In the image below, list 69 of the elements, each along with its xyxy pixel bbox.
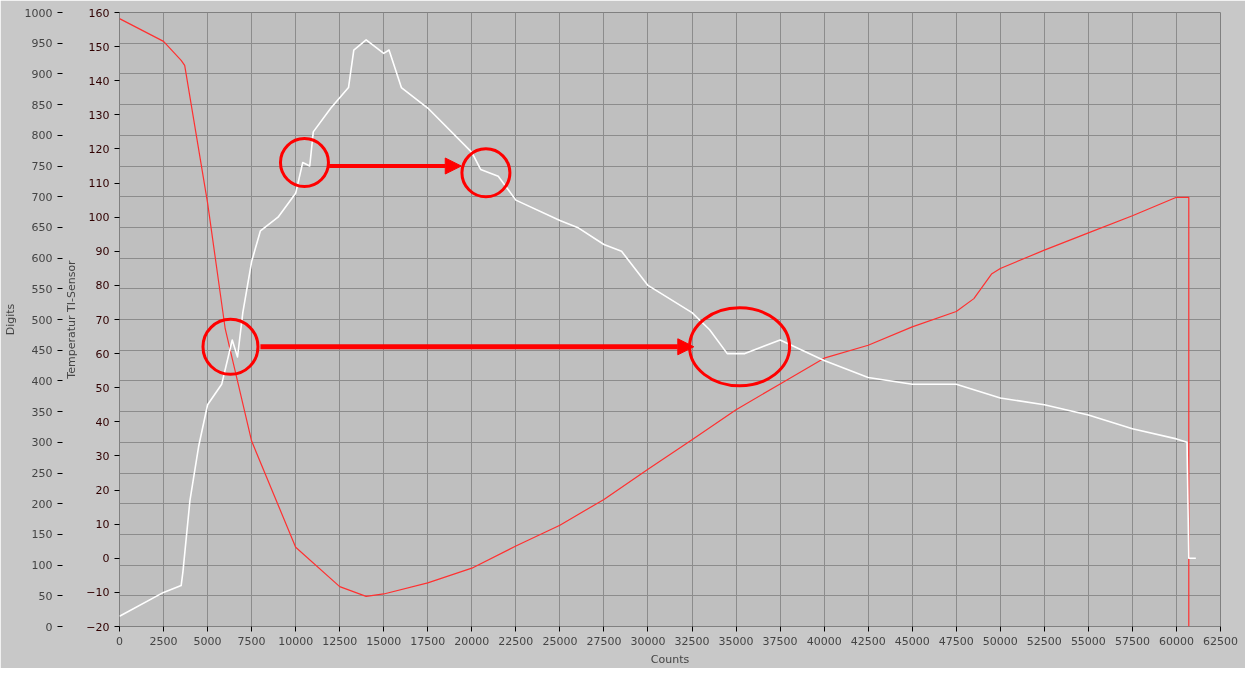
- x-tick-label: 30000: [630, 634, 666, 648]
- y2-tick-label: 110: [88, 177, 110, 191]
- y-tick-label: 750: [31, 160, 53, 173]
- y2-tick-label: −10: [86, 586, 110, 600]
- x-tick-label: 27500: [586, 634, 622, 648]
- y2-tick-label: 10: [95, 518, 110, 532]
- x-tick-label: 22500: [498, 634, 534, 648]
- y-axis-title: Digits: [3, 303, 17, 336]
- y-tick-label: 600: [31, 252, 53, 266]
- y-tick-label: 700: [31, 190, 53, 204]
- x-tick-label: 20000: [454, 634, 490, 648]
- y-tick-label: 650: [31, 221, 53, 235]
- y-tick-label: 400: [31, 374, 53, 388]
- y2-tick-label: 160: [88, 6, 110, 20]
- y2-tick-label: 140: [88, 74, 110, 88]
- y2-axis-title: Temperatur TI-Sensor: [65, 259, 79, 380]
- y-tick-label: 450: [31, 344, 53, 358]
- x-tick-label: 12500: [322, 634, 358, 648]
- x-tick-label: 47500: [938, 634, 974, 648]
- x-tick-label: 0: [116, 634, 123, 648]
- y2-tick-label: 120: [88, 142, 110, 156]
- x-tick-label: 62500: [1203, 634, 1238, 648]
- x-tick-label: 50000: [982, 634, 1018, 648]
- x-tick-label: 55000: [1070, 634, 1106, 648]
- y-tick-label: 200: [31, 497, 53, 511]
- y-tick-label: 250: [31, 467, 53, 480]
- y2-tick-label: −20: [86, 620, 110, 634]
- y2-tick-label: 20: [95, 484, 110, 498]
- x-tick-label: 10000: [278, 634, 314, 648]
- y2-tick-label: 100: [88, 211, 110, 225]
- y-tick-label: 500: [31, 313, 53, 327]
- x-tick-label: 35000: [718, 634, 754, 648]
- x-tick-label: 32500: [674, 634, 710, 648]
- y-tick-label: 150: [31, 528, 53, 542]
- y2-tick-label: 50: [95, 381, 110, 395]
- y-tick-label: 550: [31, 282, 53, 296]
- x-tick-label: 42500: [850, 634, 886, 648]
- y-tick-label: 900: [31, 67, 53, 81]
- y2-tick-label: 30: [95, 449, 110, 463]
- y-tick-label: 100: [31, 559, 53, 573]
- x-tick-label: 2500: [149, 634, 178, 648]
- x-tick-label: 37500: [762, 634, 798, 648]
- x-tick-label: 57500: [1114, 634, 1150, 648]
- x-tick-label: 25000: [542, 634, 578, 648]
- y2-tick-label: 0: [102, 552, 110, 566]
- y2-tick-label: 70: [95, 313, 110, 327]
- y-tick-label: 950: [31, 37, 53, 51]
- y2-tick-label: 130: [88, 108, 110, 122]
- y-tick-label: 300: [31, 436, 53, 450]
- y2-tick-label: 150: [88, 40, 110, 54]
- y2-tick-label: 80: [95, 279, 110, 293]
- y2-tick-label: 90: [95, 245, 110, 259]
- x-axis-title: Counts: [650, 652, 690, 666]
- y2-tick-label: 40: [95, 415, 110, 429]
- x-tick-label: 52500: [1026, 634, 1062, 648]
- x-tick-label: 5000: [193, 634, 222, 648]
- y-tick-label: 1000: [24, 6, 53, 20]
- y-tick-label: 50: [38, 589, 53, 603]
- x-tick-label: 45000: [894, 634, 930, 648]
- y2-tick-label: 60: [95, 347, 110, 361]
- y-tick-label: 800: [31, 129, 53, 143]
- x-tick-label: 15000: [366, 634, 402, 648]
- y-tick-label: 850: [31, 98, 53, 112]
- x-tick-label: 7500: [237, 634, 266, 648]
- y-tick-label: 0: [45, 620, 53, 634]
- x-tick-label: 60000: [1158, 634, 1194, 648]
- y-tick-label: 350: [31, 405, 53, 419]
- x-tick-label: 17500: [410, 634, 446, 648]
- x-tick-label: 40000: [806, 634, 842, 648]
